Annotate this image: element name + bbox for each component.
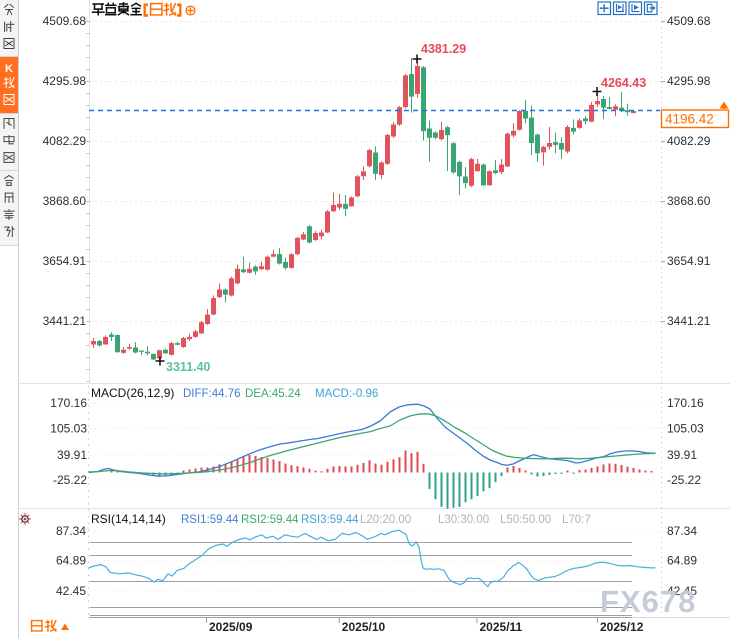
svg-text:87.34: 87.34 xyxy=(667,524,697,538)
svg-text:RSI3:59.44: RSI3:59.44 xyxy=(301,514,359,526)
svg-text:MACD:-0.96: MACD:-0.96 xyxy=(315,388,378,400)
svg-text:L30:30.00: L30:30.00 xyxy=(438,514,489,526)
svg-text:3868.60: 3868.60 xyxy=(43,194,87,208)
svg-text:-25.22: -25.22 xyxy=(53,473,87,487)
svg-text:4295.98: 4295.98 xyxy=(667,74,711,88)
svg-text:3311.40: 3311.40 xyxy=(166,360,211,374)
svg-text:L50:50.00: L50:50.00 xyxy=(500,514,551,526)
svg-text:RSI1:59.44: RSI1:59.44 xyxy=(181,514,239,526)
svg-text:39.91: 39.91 xyxy=(667,448,697,462)
svg-text:4295.98: 4295.98 xyxy=(43,74,87,88)
svg-text:3654.91: 3654.91 xyxy=(43,254,87,268)
svg-text:105.03: 105.03 xyxy=(50,422,87,436)
svg-text:4509.68: 4509.68 xyxy=(667,14,711,28)
svg-text:-25.22: -25.22 xyxy=(667,473,701,487)
svg-text:MACD(26,12,9): MACD(26,12,9) xyxy=(91,386,174,400)
svg-text:4381.29: 4381.29 xyxy=(421,42,466,56)
svg-text:K: K xyxy=(5,63,13,75)
svg-text:L70:7: L70:7 xyxy=(562,514,591,526)
svg-text:4082.29: 4082.29 xyxy=(667,134,711,148)
svg-text:4082.29: 4082.29 xyxy=(43,134,87,148)
svg-text:170.16: 170.16 xyxy=(50,396,87,410)
svg-text:4196.42: 4196.42 xyxy=(665,112,714,127)
svg-text:FX678: FX678 xyxy=(600,584,696,619)
svg-text:2025/12: 2025/12 xyxy=(600,620,644,634)
svg-text:DIFF:44.76: DIFF:44.76 xyxy=(183,388,241,400)
svg-text:2025/10: 2025/10 xyxy=(342,620,386,634)
svg-text:DEA:45.24: DEA:45.24 xyxy=(245,388,301,400)
svg-text:3441.21: 3441.21 xyxy=(667,314,711,328)
svg-text:L20:20.00: L20:20.00 xyxy=(360,514,411,526)
svg-text:4509.68: 4509.68 xyxy=(43,14,87,28)
svg-text:39.91: 39.91 xyxy=(57,448,87,462)
svg-text:105.03: 105.03 xyxy=(667,422,704,436)
svg-text:3654.91: 3654.91 xyxy=(667,254,711,268)
svg-text:42.45: 42.45 xyxy=(56,584,86,598)
svg-text:64.89: 64.89 xyxy=(56,554,86,568)
svg-text:64.89: 64.89 xyxy=(667,554,697,568)
svg-text:4264.43: 4264.43 xyxy=(601,76,646,90)
svg-text:2025/11: 2025/11 xyxy=(480,620,523,634)
svg-text:87.34: 87.34 xyxy=(56,524,86,538)
svg-text:170.16: 170.16 xyxy=(667,396,704,410)
svg-text:3868.60: 3868.60 xyxy=(667,194,711,208)
svg-text:RSI2:59.44: RSI2:59.44 xyxy=(241,514,299,526)
svg-text:42.45: 42.45 xyxy=(667,584,697,598)
svg-text:3441.21: 3441.21 xyxy=(43,314,87,328)
svg-text:RSI(14,14,14): RSI(14,14,14) xyxy=(91,512,166,526)
svg-text:2025/09: 2025/09 xyxy=(209,620,253,634)
